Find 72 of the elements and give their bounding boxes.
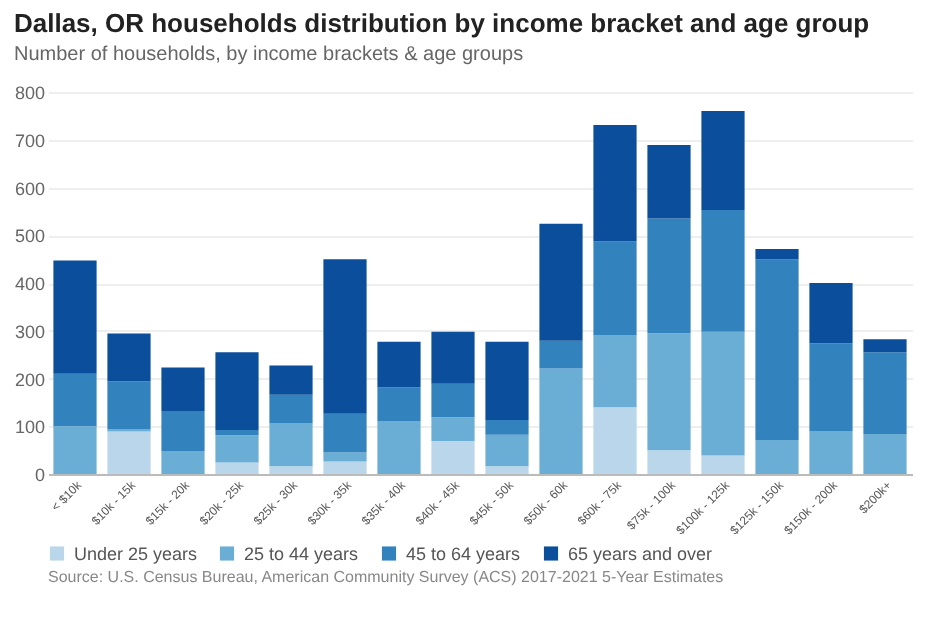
bar <box>809 343 853 432</box>
bar <box>863 339 907 353</box>
bar <box>701 455 745 474</box>
legend-label: 45 to 64 years <box>406 543 522 564</box>
bar <box>485 434 529 467</box>
bar <box>431 383 475 418</box>
bar <box>53 426 97 474</box>
bar <box>377 421 421 474</box>
y-tick-label: 100 <box>14 417 45 438</box>
bar <box>539 368 583 474</box>
legend-label: 25 to 44 years <box>244 543 360 564</box>
bar <box>161 367 205 411</box>
bar <box>593 407 637 474</box>
bar <box>323 461 367 474</box>
bar <box>755 440 799 474</box>
bar <box>647 218 691 334</box>
bar <box>323 452 367 462</box>
bar <box>215 435 259 463</box>
bar <box>539 340 583 369</box>
bar <box>755 259 799 441</box>
source-note: Source: U.S. Census Bureau, American Community Survey (ACS) 2017-2021 5-Year Estimates <box>46 568 726 586</box>
bar <box>755 249 799 260</box>
bar <box>269 466 313 474</box>
bar <box>431 417 475 442</box>
bar <box>647 145 691 219</box>
bar <box>809 431 853 474</box>
bar <box>809 283 853 344</box>
bar <box>485 420 529 435</box>
bar <box>863 352 907 434</box>
bar <box>485 466 529 474</box>
bar <box>215 352 259 431</box>
legend-label: 65 years and over <box>568 543 713 564</box>
bar <box>701 209 745 332</box>
bar <box>377 341 421 388</box>
bar <box>161 451 205 474</box>
y-tick-label: 800 <box>14 83 45 103</box>
legend-label: Under 25 years <box>74 543 199 564</box>
bar <box>107 381 151 430</box>
bar <box>701 111 745 210</box>
bar <box>593 335 637 408</box>
bar <box>647 333 691 451</box>
bar <box>431 331 475 384</box>
bar <box>593 241 637 336</box>
bar <box>53 373 97 427</box>
bar <box>269 365 313 395</box>
bar <box>161 410 205 452</box>
bar <box>647 450 691 474</box>
bar <box>269 394 313 424</box>
bar <box>215 462 259 474</box>
bar <box>863 433 907 474</box>
bar <box>539 223 583 341</box>
y-tick-label: 700 <box>14 130 45 151</box>
y-tick-label: 200 <box>14 369 45 390</box>
y-tick-label: 300 <box>14 321 45 342</box>
bar <box>431 441 475 474</box>
bar <box>107 431 151 474</box>
chart-title: Dallas, OR households distribution by income bracket and age group <box>13 8 870 38</box>
bar <box>701 331 745 456</box>
bar <box>269 423 313 467</box>
bar <box>107 333 151 382</box>
y-tick-label: 400 <box>14 274 45 294</box>
bar <box>593 124 637 242</box>
bar <box>323 259 367 414</box>
y-tick-label: 500 <box>14 226 45 247</box>
bar <box>377 387 421 421</box>
bar <box>215 430 259 436</box>
bar <box>323 413 367 453</box>
y-tick-label: 0 <box>34 465 45 485</box>
chart-subtitle: Number of households, by income brackets & age groups <box>13 44 524 66</box>
bar <box>53 260 97 374</box>
bar <box>485 341 529 421</box>
y-tick-label: 600 <box>14 178 45 199</box>
